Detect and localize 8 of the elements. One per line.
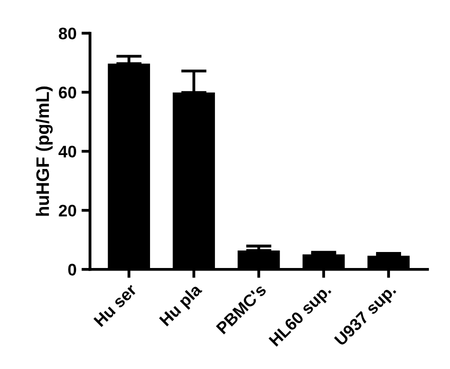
y-axis-title: huHGF (pg/mL): [36, 86, 53, 216]
y-tick-label: 60: [58, 86, 76, 98]
y-tick-label: 0: [68, 264, 76, 276]
x-tick-label: Hu ser: [93, 283, 138, 328]
y-tick-label: 40: [58, 146, 76, 158]
y-tick-label: 20: [58, 204, 76, 217]
x-tick-label: Hu pla: [158, 282, 205, 329]
y-tick-label: 80: [58, 28, 76, 40]
